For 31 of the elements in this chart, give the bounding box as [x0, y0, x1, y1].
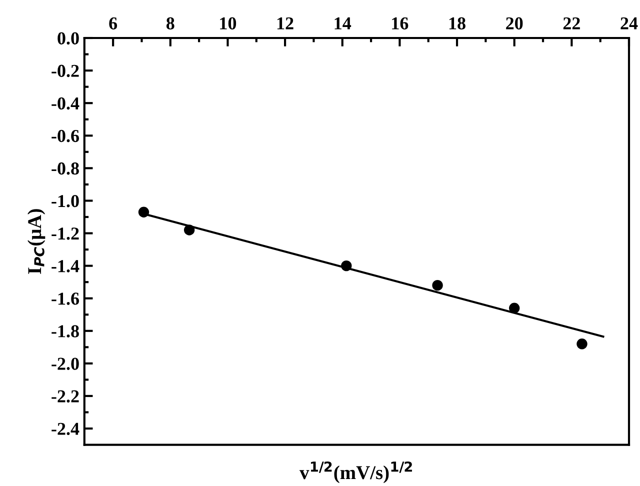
x-tick-label: 10 — [220, 17, 236, 30]
point — [184, 224, 195, 236]
point — [341, 260, 352, 272]
point — [508, 302, 520, 314]
x-tick-label: 12 — [277, 17, 294, 30]
y-tick-label: -2.2 — [52, 390, 79, 403]
y-tick-label: -2.4 — [52, 422, 80, 436]
y-tick-label: -1.8 — [52, 325, 79, 338]
y-tick-label: -0.2 — [52, 64, 79, 78]
x-tick-label: 18 — [449, 17, 466, 30]
point — [576, 338, 588, 350]
point — [138, 206, 150, 218]
x-tick-label: 6 — [109, 17, 118, 30]
x-tick-label: 20 — [506, 17, 523, 30]
y-tick-label: -0.6 — [52, 130, 80, 142]
y-tick-label: -1.4 — [52, 260, 80, 272]
y-axis-title: I$_{PC}$(μA) — [28, 209, 46, 274]
x-tick-label: 22 — [563, 17, 580, 30]
y-tick-label: -0.4 — [52, 97, 80, 110]
x-tick-label: 14 — [334, 17, 352, 30]
y-tick-label: -2.0 — [52, 358, 79, 370]
y-tick-label: -1.6 — [52, 292, 80, 305]
x-tick-label: 16 — [392, 17, 408, 30]
x-tick-label: 8 — [166, 17, 174, 30]
y-tick-label: -1.2 — [52, 228, 79, 240]
x-axis-title: v$^{1/2}$(mV/s)$^{1/2}$ — [300, 461, 412, 484]
y-tick-label: -1.0 — [52, 194, 79, 208]
x-tick-label: 24 — [620, 17, 638, 30]
point — [432, 280, 443, 291]
y-tick-label: -0.8 — [52, 162, 79, 175]
y-tick-label: 0.0 — [58, 32, 79, 45]
